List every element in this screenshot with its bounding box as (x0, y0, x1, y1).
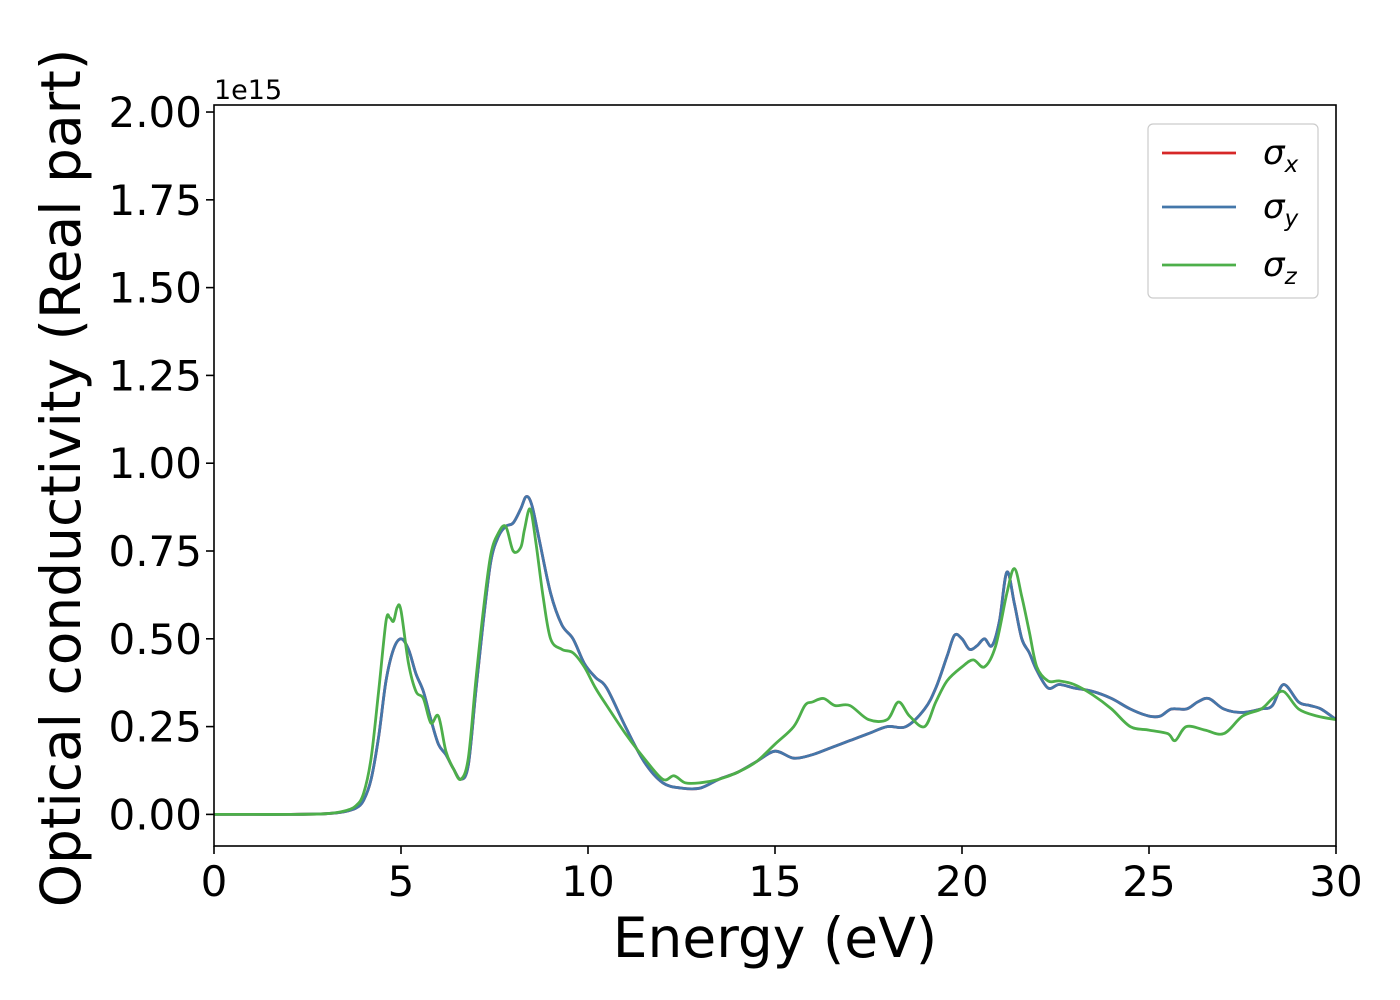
x-tick-label: 10 (561, 857, 614, 906)
legend-entries: σx σy σz (1162, 133, 1299, 290)
x-tick-label: 20 (935, 857, 988, 906)
y-tick-label: 0.25 (108, 703, 202, 752)
y-tick-label: 1.25 (108, 351, 202, 400)
y-tick-label: 0.00 (108, 790, 202, 839)
y-offset-label: 1e15 (214, 75, 282, 106)
x-tick-label: 15 (748, 857, 801, 906)
legend-box (1147, 123, 1319, 299)
series-line-sigma-z (214, 507, 1336, 816)
legend: σx σy σz (1147, 123, 1319, 299)
x-tick-label: 30 (1309, 857, 1362, 906)
y-tick-label: 0.75 (108, 527, 202, 576)
y-tick-label: 0.50 (108, 615, 202, 664)
y-tick-label: 2.00 (108, 88, 202, 137)
y-tick-label: 1.50 (108, 264, 202, 313)
legend-label-sigma-z: σz (1263, 245, 1298, 290)
x-tick-label: 25 (1122, 857, 1175, 906)
legend-label-sigma-y: σy (1263, 187, 1299, 232)
series-layer (214, 495, 1336, 816)
legend-label-sigma-x: σx (1263, 133, 1299, 178)
y-axis-title: Optical conductivity (Real part) (29, 49, 93, 908)
x-axis-title: Energy (eV) (613, 906, 937, 970)
x-tick-label: 0 (201, 857, 228, 906)
y-tick-label: 1.00 (108, 439, 202, 488)
y-tick-label: 1.75 (108, 176, 202, 225)
y-axis-ticks: 0.00 0.25 0.50 0.75 1.00 1.25 1.50 1.75 2.00 (108, 88, 214, 839)
x-tick-label: 5 (388, 857, 415, 906)
x-axis-ticks: 0 5 10 15 20 25 30 (201, 846, 1363, 906)
